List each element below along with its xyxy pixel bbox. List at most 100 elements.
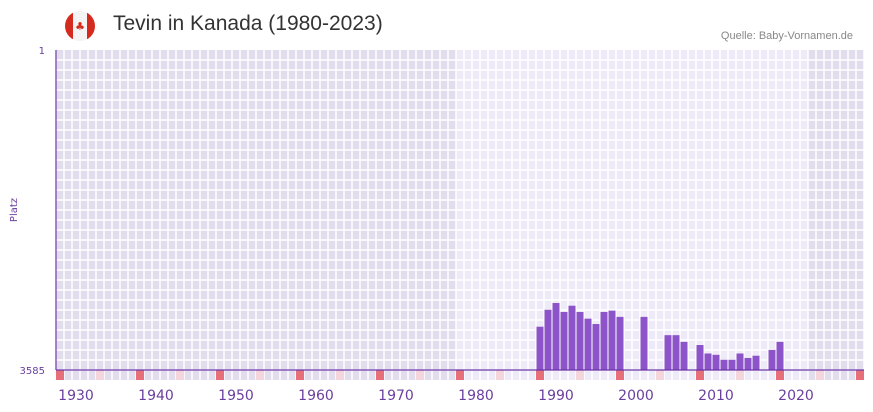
grid-column — [112, 50, 120, 380]
grid-column — [504, 50, 512, 380]
year-marker — [376, 370, 384, 380]
year-marker — [696, 370, 704, 380]
bar-2008 — [696, 345, 704, 370]
grid-column — [584, 50, 592, 380]
x-tick-label: 1940 — [138, 388, 174, 404]
year-marker — [456, 370, 464, 380]
grid-column — [200, 50, 208, 380]
grid-column — [384, 50, 392, 380]
grid-column — [400, 50, 408, 380]
page-title: Tevin in Kanada (1980-2023) — [113, 12, 383, 35]
year-marker — [656, 370, 664, 380]
grid-column — [120, 50, 128, 380]
grid-column — [408, 50, 416, 380]
bar-1990 — [552, 303, 560, 370]
grid-column — [256, 50, 264, 380]
grid-column — [832, 50, 840, 380]
bar-2012 — [728, 359, 736, 370]
grid-column — [800, 50, 808, 380]
bar-1993 — [576, 311, 584, 370]
grid-column — [528, 50, 536, 380]
grid-column — [552, 50, 560, 380]
bar-2015 — [752, 355, 760, 370]
year-marker — [856, 370, 864, 380]
grid-column — [712, 50, 720, 380]
grid-column — [224, 50, 232, 380]
grid-column — [336, 50, 344, 380]
year-marker — [416, 370, 424, 380]
grid-column — [840, 50, 848, 380]
grid-column — [736, 50, 744, 380]
grid-column — [672, 50, 680, 380]
x-tick-label: 1990 — [538, 388, 574, 404]
grid-column — [248, 50, 256, 380]
bar-1996 — [600, 311, 608, 370]
grid-column — [280, 50, 288, 380]
year-marker — [776, 370, 784, 380]
grid-column — [136, 50, 144, 380]
grid-column — [576, 50, 584, 380]
x-tick-label: 1960 — [298, 388, 334, 404]
year-marker — [296, 370, 304, 380]
bar-2014 — [744, 357, 752, 370]
x-tick-label: 1950 — [218, 388, 254, 404]
grid-column — [656, 50, 664, 380]
grid-column — [440, 50, 448, 380]
grid-column — [360, 50, 368, 380]
bar-2018 — [776, 341, 784, 370]
bar-2011 — [720, 359, 728, 370]
grid-column — [56, 50, 64, 380]
source-link[interactable]: Quelle: Baby-Vornamen.de — [720, 30, 853, 42]
grid-column — [592, 50, 600, 380]
grid-column — [648, 50, 656, 380]
grid-column — [488, 50, 496, 380]
grid-column — [848, 50, 856, 380]
bar-1988 — [536, 326, 544, 370]
grid-column — [448, 50, 456, 380]
grid-column — [168, 50, 176, 380]
grid-column — [768, 50, 776, 380]
bar-2005 — [672, 335, 680, 370]
grid-column — [536, 50, 544, 380]
grid-column — [600, 50, 608, 380]
grid-column — [512, 50, 520, 380]
grid-column — [304, 50, 312, 380]
grid-column — [664, 50, 672, 380]
grid-column — [752, 50, 760, 380]
grid-column — [96, 50, 104, 380]
grid-column — [760, 50, 768, 380]
grid-column — [720, 50, 728, 380]
grid-column — [288, 50, 296, 380]
grid-column — [152, 50, 160, 380]
grid-column — [128, 50, 136, 380]
bar-1995 — [592, 324, 600, 370]
grid-column — [496, 50, 504, 380]
grid-column — [64, 50, 72, 380]
grid-column — [856, 50, 864, 380]
x-tick-label: 1970 — [378, 388, 414, 404]
x-tick-label: 2010 — [698, 388, 734, 404]
year-marker — [176, 370, 184, 380]
y-axis-label: Platz — [9, 198, 20, 222]
grid-column — [464, 50, 472, 380]
grid-column — [680, 50, 688, 380]
bar-2017 — [768, 349, 776, 370]
grid-column — [456, 50, 464, 380]
grid-column — [176, 50, 184, 380]
grid-column — [192, 50, 200, 380]
grid-column — [80, 50, 88, 380]
grid-column — [616, 50, 624, 380]
bar-2013 — [736, 353, 744, 370]
year-marker — [96, 370, 104, 380]
grid-column — [560, 50, 568, 380]
bar-1991 — [560, 311, 568, 370]
bar-1989 — [544, 309, 552, 370]
grid-column — [416, 50, 424, 380]
grid-column — [696, 50, 704, 380]
grid-column — [744, 50, 752, 380]
grid-column — [184, 50, 192, 380]
x-tick-label: 1980 — [458, 388, 494, 404]
grid-column — [728, 50, 736, 380]
grid-column — [544, 50, 552, 380]
year-marker — [616, 370, 624, 380]
